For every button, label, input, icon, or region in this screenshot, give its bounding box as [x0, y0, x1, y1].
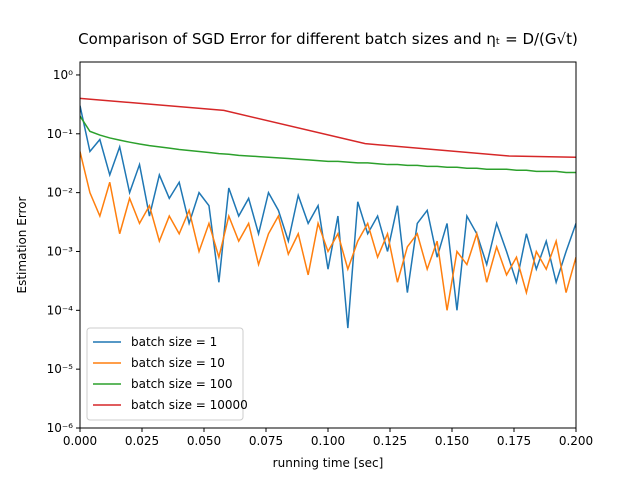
- y-tick-label: 10⁻¹: [47, 127, 74, 141]
- y-tick-label: 10⁻⁶: [47, 421, 74, 435]
- y-tick-label: 10⁻⁵: [47, 362, 74, 376]
- y-tick-label: 10⁰: [53, 68, 73, 82]
- legend-label: batch size = 100: [131, 377, 233, 391]
- x-tick-label: 0.125: [373, 434, 407, 448]
- legend-label: batch size = 1: [131, 335, 217, 349]
- legend-label: batch size = 10: [131, 356, 225, 370]
- y-axis-label: Estimation Error: [15, 196, 29, 293]
- series-line: [80, 97, 576, 158]
- y-tick-label: 10⁻³: [47, 244, 74, 258]
- x-tick-label: 0.200: [559, 434, 593, 448]
- series-line: [80, 151, 576, 311]
- legend-box: [86, 327, 244, 421]
- x-axis-label: running time [sec]: [273, 456, 384, 470]
- plot-frame: [79, 61, 577, 429]
- series-line: [80, 115, 576, 174]
- x-tick-label: 0.150: [435, 434, 469, 448]
- x-tick-label: 0.075: [249, 434, 283, 448]
- x-tick-label: 0.100: [311, 434, 345, 448]
- x-tick-label: 0.025: [125, 434, 159, 448]
- legend-label: batch size = 10000: [131, 398, 248, 412]
- x-tick-label: 0.050: [187, 434, 221, 448]
- chart-title: Comparison of SGD Error for different ba…: [78, 30, 578, 48]
- x-tick-label: 0.175: [497, 434, 531, 448]
- y-tick-label: 10⁻²: [47, 186, 74, 200]
- series-line: [80, 105, 576, 329]
- x-tick-label: 0.000: [63, 434, 97, 448]
- y-tick-label: 10⁻⁴: [47, 303, 74, 317]
